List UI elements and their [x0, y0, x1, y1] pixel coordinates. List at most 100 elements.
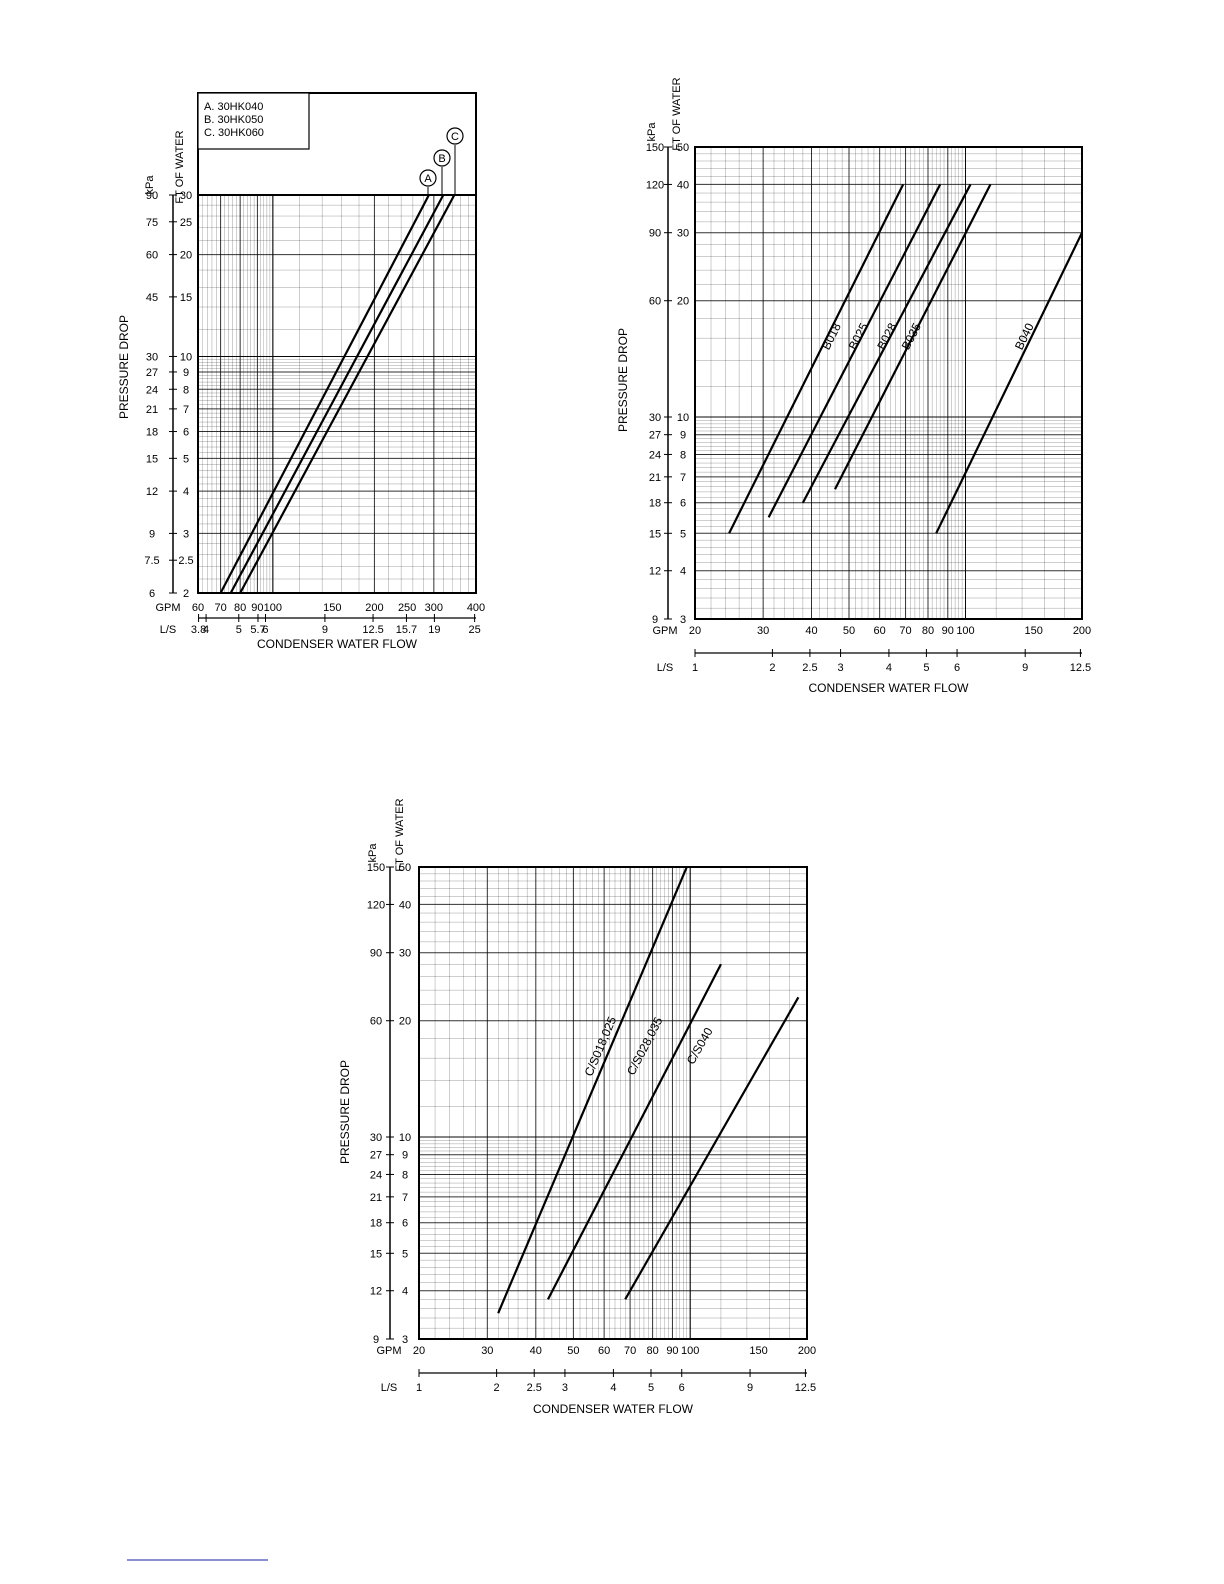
- x-tick-label-ls: 5: [236, 624, 242, 636]
- y-tick-label-kpa: 24: [370, 1169, 382, 1181]
- y-tick-label-ft: 50: [677, 142, 689, 154]
- x-tick-label-ls: 9: [1022, 662, 1028, 674]
- legend-entry: A. 30HK040: [204, 101, 263, 113]
- y-tick-label-kpa: 27: [649, 430, 661, 442]
- y-tick-label-kpa: 90: [649, 228, 661, 240]
- y-tick-label-kpa: 9: [373, 1334, 379, 1346]
- y-tick-label-kpa: 27: [146, 367, 158, 379]
- x-tick-label-ls: 5.7: [250, 624, 265, 636]
- x-tick-label-gpm: 60: [192, 602, 204, 614]
- y-tick-label-ft: 4: [680, 566, 686, 578]
- y-tick-label-kpa: 24: [146, 384, 158, 396]
- x-tick-label-gpm: 20: [689, 625, 701, 637]
- y-tick-label-kpa: 45: [146, 292, 158, 304]
- x-tick-label-gpm: 60: [874, 625, 886, 637]
- gridlines: [418, 866, 808, 1340]
- y-tick-label-kpa: 120: [646, 179, 664, 191]
- y-tick-label-ft: 5: [402, 1248, 408, 1260]
- series-line-c: [239, 194, 456, 594]
- x-tick-label-gpm: 200: [798, 1345, 816, 1357]
- x-units-ls: L/S: [657, 662, 674, 674]
- y-tick-label-ft: 5: [680, 528, 686, 540]
- x-tick-label-ls: 5: [648, 1382, 654, 1394]
- x-tick-label-ls: 1: [692, 662, 698, 674]
- x-tick-label-ls: 12.5: [362, 624, 383, 636]
- x-tick-label-gpm: 30: [481, 1345, 493, 1357]
- series-line-a: [219, 194, 430, 594]
- series-line-b: [229, 194, 445, 594]
- y-tick-label-kpa: 24: [649, 449, 661, 461]
- y-tick-label-kpa: 18: [370, 1218, 382, 1230]
- y-tick-label-kpa: 18: [146, 427, 158, 439]
- x-tick-label-gpm: 20: [413, 1345, 425, 1357]
- x-tick-label-ls: 2.5: [802, 662, 817, 674]
- series-line-b035: [834, 183, 992, 490]
- series-line-b018: [728, 183, 905, 534]
- y-tick-label-ft: 6: [183, 427, 189, 439]
- series-line-b040: [935, 232, 1083, 534]
- y-tick-label-ft: 9: [183, 367, 189, 379]
- y-tick-label-ft: 20: [180, 250, 192, 262]
- y-tick-label-ft: 20: [399, 1016, 411, 1028]
- y-tick-label-kpa: 150: [367, 862, 385, 874]
- x-tick-label-gpm: 80: [234, 602, 246, 614]
- x-tick-label-gpm: 70: [624, 1345, 636, 1357]
- x-units-ls: L/S: [160, 624, 177, 636]
- x-tick-label-gpm: 50: [567, 1345, 579, 1357]
- y-tick-label-kpa: 6: [149, 588, 155, 600]
- x-axis-title: CONDENSER WATER FLOW: [533, 1402, 694, 1416]
- chart-cs-series: 5015040120309020601030927824721618515412…: [338, 798, 816, 1416]
- legend-box: [197, 92, 310, 150]
- x-tick-label-gpm: 90: [942, 625, 954, 637]
- y-tick-label-ft: 7: [680, 472, 686, 484]
- series-line-c-s028-035: [547, 963, 722, 1300]
- chart-30hk: 3090257520601545103092782472161851541239…: [117, 92, 485, 651]
- x-tick-label-ls: 1: [416, 1382, 422, 1394]
- x-tick-label-gpm: 60: [598, 1345, 610, 1357]
- x-tick-label-ls: 19: [428, 624, 440, 636]
- y-tick-label-kpa: 27: [370, 1150, 382, 1162]
- y-tick-label-ft: 2.5: [178, 555, 193, 567]
- series-group: [219, 194, 456, 594]
- y-tick-label-kpa: 9: [149, 528, 155, 540]
- series-marker-label: B: [438, 153, 445, 165]
- x-tick-label-gpm: 70: [214, 602, 226, 614]
- y-tick-label-kpa: 15: [146, 453, 158, 465]
- y-tick-label-kpa: 90: [146, 190, 158, 202]
- y-tick-label-kpa: 60: [146, 250, 158, 262]
- plot-area: [418, 866, 808, 1340]
- x-tick-label-ls: 12.5: [1070, 662, 1091, 674]
- x-tick-label-ls: 3: [837, 662, 843, 674]
- x-tick-label-ls: 3: [562, 1382, 568, 1394]
- y-tick-label-kpa: 60: [370, 1016, 382, 1028]
- y-units-kpa: kPa: [367, 843, 379, 863]
- y-tick-label-ft: 6: [680, 498, 686, 510]
- x-tick-label-ls: 6: [262, 624, 268, 636]
- y-tick-label-kpa: 30: [649, 412, 661, 424]
- series-line-c-s040: [624, 996, 800, 1300]
- x-tick-label-gpm: 100: [264, 602, 282, 614]
- x-tick-label-ls: 6: [679, 1382, 685, 1394]
- x-tick-label-ls: 9: [322, 624, 328, 636]
- x-tick-label-ls: 2: [769, 662, 775, 674]
- gridlines: [197, 194, 477, 594]
- x-axis-title: CONDENSER WATER FLOW: [808, 681, 969, 695]
- x-axis-title: CONDENSER WATER FLOW: [257, 637, 418, 651]
- y-tick-label-kpa: 30: [370, 1132, 382, 1144]
- y-tick-label-ft: 40: [677, 179, 689, 191]
- x-units-gpm: GPM: [376, 1345, 401, 1357]
- y-units-ft: FT OF WATER: [671, 77, 683, 150]
- y-tick-label-kpa: 75: [146, 217, 158, 229]
- x-tick-label-gpm: 200: [365, 602, 383, 614]
- x-units-gpm: GPM: [155, 602, 180, 614]
- y-tick-label-kpa: 15: [370, 1248, 382, 1260]
- y-tick-label-ft: 30: [180, 190, 192, 202]
- y-tick-label-kpa: 21: [146, 404, 158, 416]
- y-axis-title: PRESSURE DROP: [338, 1060, 352, 1164]
- y-tick-label-ft: 25: [180, 217, 192, 229]
- y-tick-label-kpa: 21: [370, 1192, 382, 1204]
- series-line-b025: [767, 183, 942, 518]
- x-tick-label-gpm: 70: [899, 625, 911, 637]
- x-tick-label-gpm: 250: [398, 602, 416, 614]
